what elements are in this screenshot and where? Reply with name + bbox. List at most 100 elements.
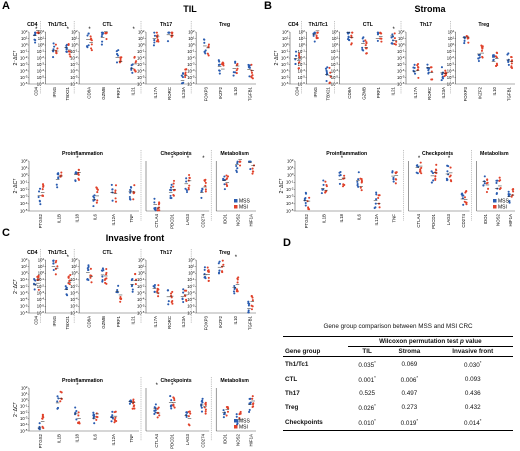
gene-label: IL17A <box>153 87 158 99</box>
msi-dot <box>350 42 353 45</box>
msi-dot <box>95 412 98 415</box>
gene-label: IL17A <box>153 316 158 328</box>
gene-label: IKZF2 <box>478 86 483 99</box>
y-axis-label: 2⁻ΔCᵀ <box>279 178 285 194</box>
table-subheader-row: TIL Stroma Invasive front <box>283 346 513 357</box>
mss-dot <box>200 406 203 409</box>
mss-dot <box>391 33 394 36</box>
msi-dot <box>225 414 228 417</box>
msi-dot <box>105 267 108 271</box>
table-caption: Gene group comparison between MSS and MS… <box>323 323 473 330</box>
mss-dot <box>322 179 325 182</box>
legend-mss-label: MSS <box>239 198 251 204</box>
mss-dot <box>38 422 41 425</box>
msi-dot <box>511 188 514 191</box>
msi-dot <box>351 31 354 34</box>
msi-dot <box>67 43 70 47</box>
msi-dot <box>41 183 45 186</box>
msi-dot <box>60 397 63 401</box>
y-tick-label: 10-3 <box>37 61 45 66</box>
msi-dot <box>222 64 225 67</box>
y-tick-label: 10-3 <box>397 61 405 66</box>
msi-dot <box>187 186 190 189</box>
msi-dot <box>225 405 228 409</box>
mss-dot <box>203 275 207 279</box>
msi-dot <box>206 266 209 269</box>
mss-dot <box>248 408 251 411</box>
msi-dot <box>393 32 396 35</box>
mss-dot <box>441 75 444 78</box>
msi-dot <box>187 423 190 426</box>
y-axis-label: 2⁻ΔCᵀ <box>13 401 19 417</box>
p-value-cell: 0.497 <box>401 390 418 398</box>
group-title: Metabolism <box>220 151 249 157</box>
y-tick-label: 10-6 <box>281 81 289 86</box>
mss-dot <box>87 44 90 47</box>
gene-label: PTGS2 <box>38 213 43 228</box>
msi-dot <box>157 288 160 291</box>
group-title: Proinflammation <box>62 151 103 157</box>
msi-dot <box>480 49 484 52</box>
y-tick-label: 101 <box>71 35 78 40</box>
msi-dot <box>251 397 254 400</box>
mss-dot <box>153 290 156 293</box>
panel-letter: A <box>2 0 10 12</box>
mss-dot <box>38 200 41 203</box>
msi-dot <box>37 276 40 279</box>
msi-dot <box>297 61 301 64</box>
mss-dot <box>325 79 328 83</box>
mss-dot <box>462 194 465 197</box>
legend-mss-label: MSS <box>498 198 510 204</box>
mss-dot <box>357 171 360 174</box>
gene-label: PRF1 <box>376 86 381 98</box>
mss-dot <box>204 49 207 52</box>
y-tick-label: 10-4 <box>70 297 78 302</box>
msi-dot <box>96 415 99 419</box>
msi-dot <box>60 171 63 174</box>
mss-dot <box>185 189 188 192</box>
group-title: Th17 <box>160 250 172 256</box>
mss-dot <box>483 175 486 178</box>
msi-dot <box>485 182 488 185</box>
mss-dot <box>170 183 173 186</box>
mss-dot <box>33 38 36 41</box>
mss-dot <box>463 42 466 45</box>
table-row: CTL 0.001* 0.006* 0.093 <box>283 372 513 387</box>
y-tick-label: 101 <box>398 35 405 40</box>
y-tick-label: 10-3 <box>20 194 28 199</box>
wilcoxon-table: Gene group Wilcoxon permutation test p v… <box>283 336 513 432</box>
mss-dot <box>223 175 226 178</box>
y-tick-label: 102 <box>38 29 45 34</box>
mss-dot <box>508 201 511 204</box>
y-tick-label: 10-5 <box>137 303 145 308</box>
mss-dot <box>326 66 329 69</box>
table-row: Treg 0.026* 0.273 0.432 <box>283 400 513 415</box>
msi-dot <box>235 69 238 72</box>
msi-dot <box>325 183 328 187</box>
gene-label: IL23A <box>441 87 446 99</box>
y-tick-label: 10-6 <box>187 81 195 86</box>
msi-dot <box>157 295 160 298</box>
msi-dot <box>56 47 59 50</box>
msi-dot <box>251 305 254 308</box>
msi-dot <box>225 183 228 186</box>
msi-dot <box>41 413 44 416</box>
msi-dot <box>36 278 39 281</box>
gene-label: GZMB <box>101 87 106 100</box>
msi-dot <box>131 407 134 410</box>
msi-dot <box>173 406 176 409</box>
mss-dot <box>482 184 485 187</box>
significance-star: * <box>156 383 159 389</box>
y-tick-label: 100 <box>188 270 195 275</box>
y-tick-label: 101 <box>282 35 289 40</box>
row-group-label: Treg <box>285 404 299 412</box>
msi-dot <box>170 292 173 295</box>
msi-dot <box>444 69 447 72</box>
p-value-cell: 0.026* <box>358 403 376 413</box>
mss-dot <box>477 59 480 63</box>
mss-dot <box>167 300 170 303</box>
y-tick-label: 10-1 <box>447 48 455 53</box>
mss-dot <box>170 407 173 410</box>
msi-dot <box>512 190 515 193</box>
mss-dot <box>52 268 55 272</box>
